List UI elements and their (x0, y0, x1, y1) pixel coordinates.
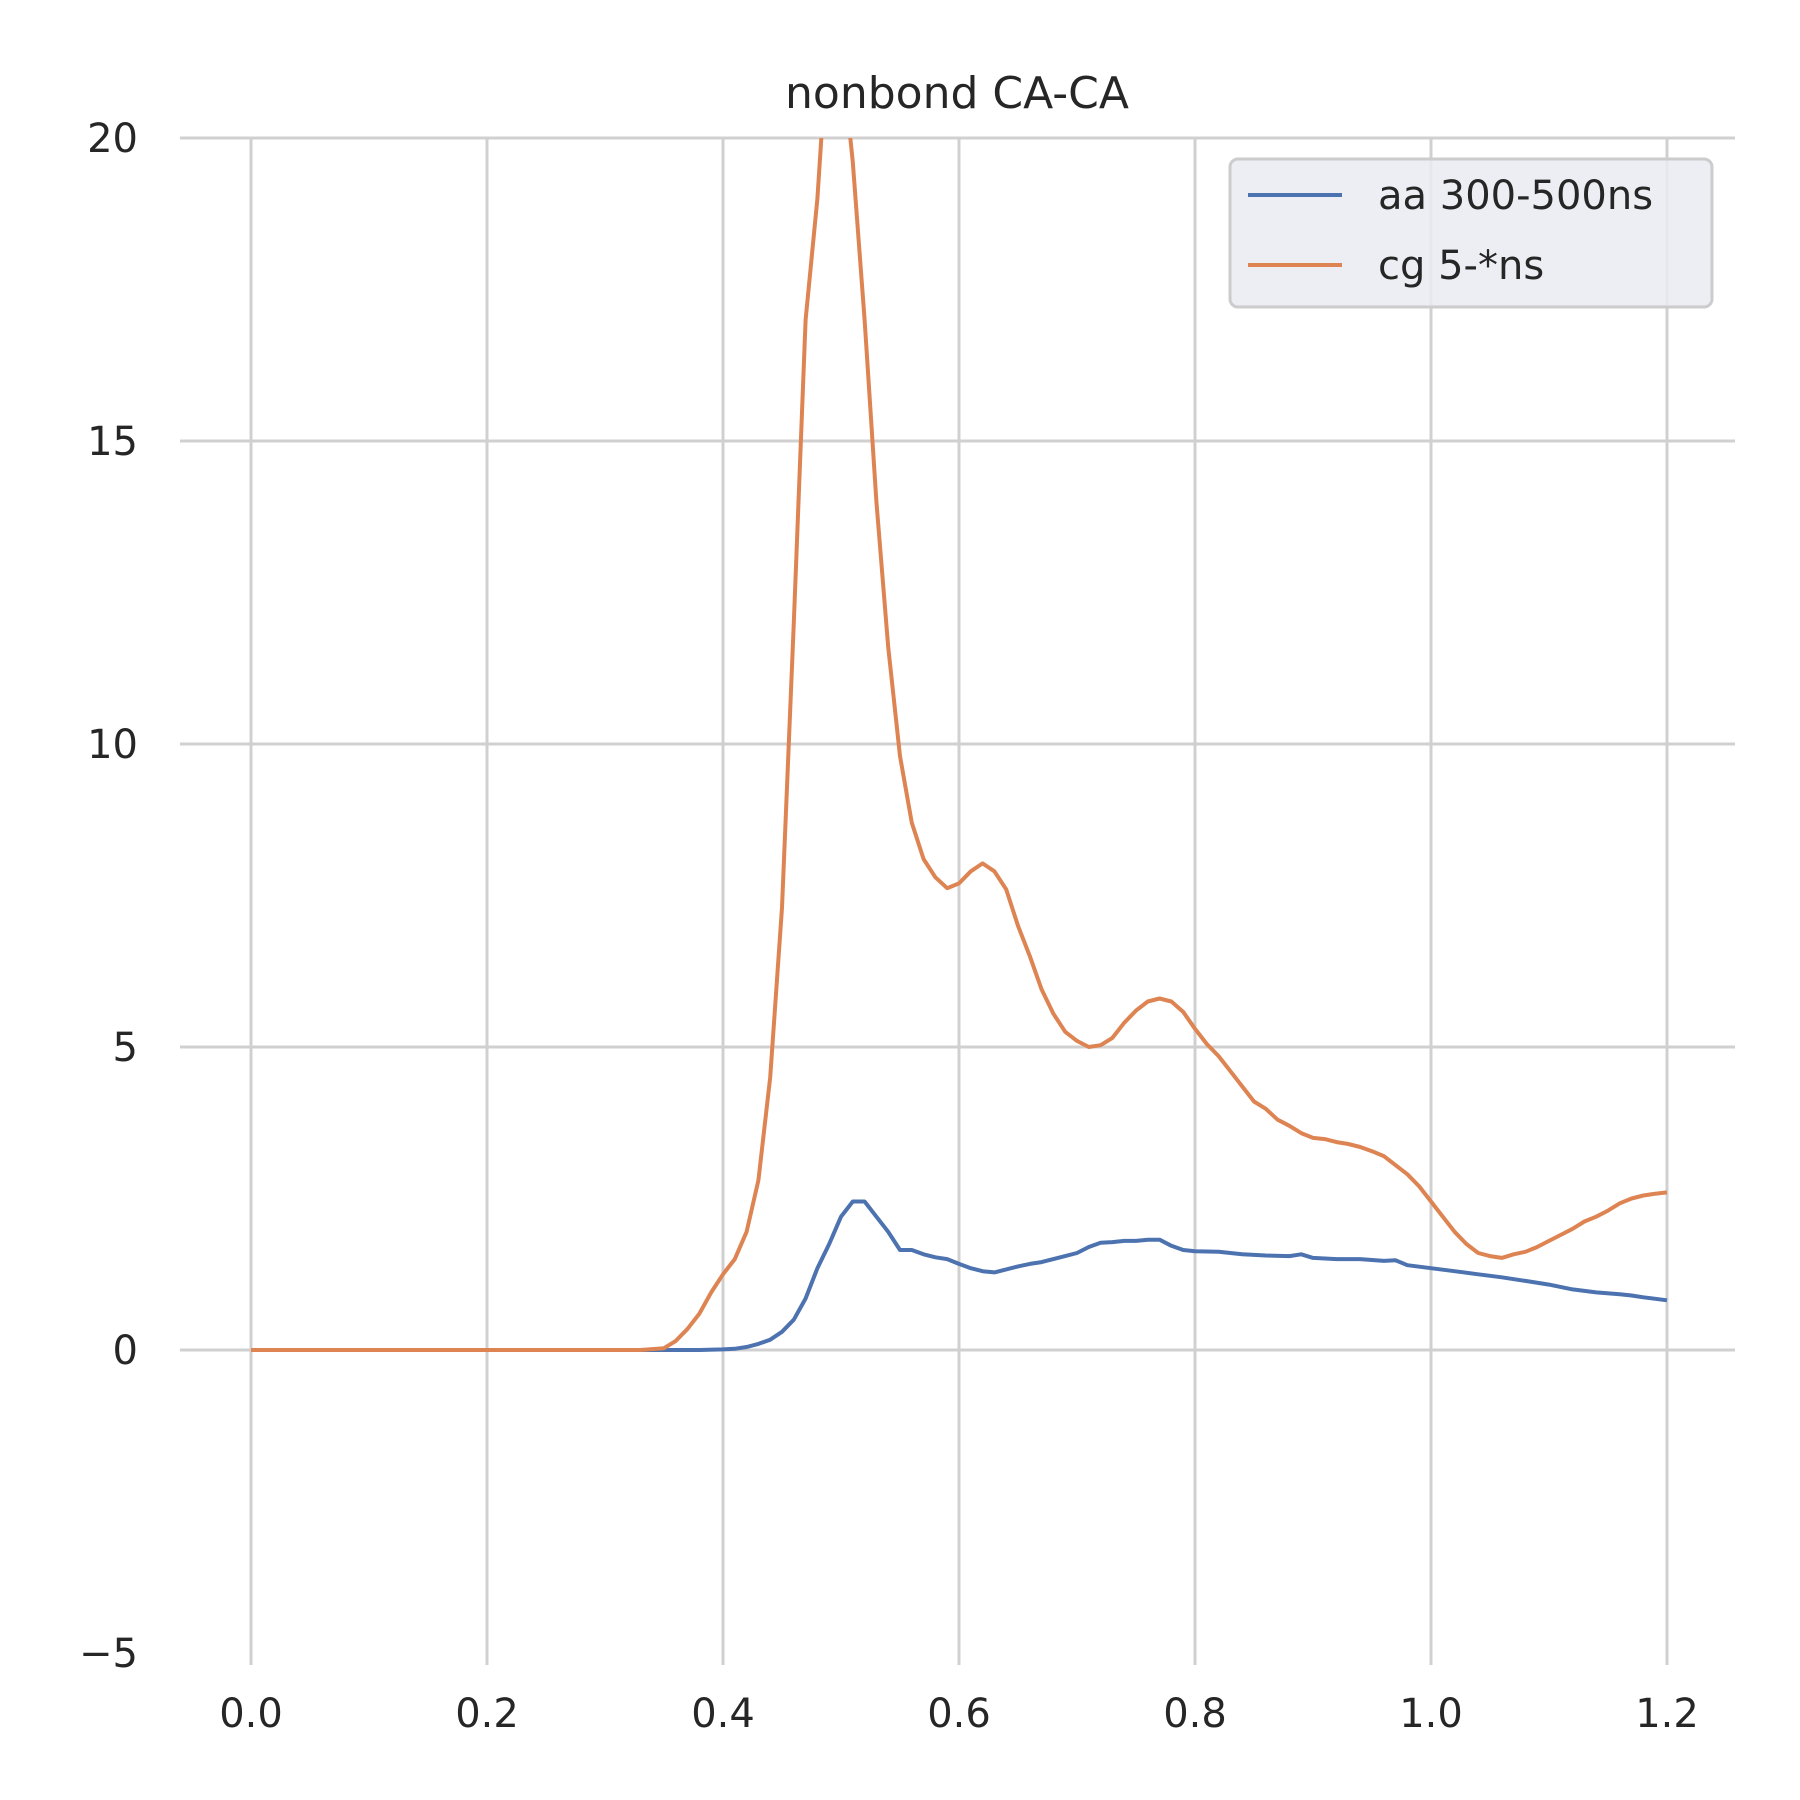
chart-title: nonbond CA-CA (785, 68, 1129, 119)
x-tick-label: 1.0 (1399, 1691, 1463, 1737)
y-tick-label: 0 (113, 1328, 138, 1374)
legend-box (1228, 157, 1714, 309)
y-tick-label: 5 (113, 1025, 138, 1071)
x-tick-label: 0.6 (927, 1691, 991, 1737)
tick-labels: 0.0 0.2 0.4 0.6 0.8 1.0 1.2 −5 0 5 10 15 20 (79, 116, 1699, 1737)
y-tick-label: 20 (87, 116, 138, 162)
plot-area (251, 138, 1668, 1352)
y-tick-label: 15 (87, 419, 138, 465)
x-tick-label: 0.0 (219, 1691, 283, 1737)
y-tick-label: −5 (79, 1631, 138, 1677)
x-tick-label: 1.2 (1635, 1691, 1699, 1737)
legend: aa 300-500ns cg 5-*ns (1228, 157, 1714, 309)
y-tick-label: 10 (87, 722, 138, 768)
series-line-cg (251, 138, 1668, 1352)
legend-label-cg: cg 5-*ns (1378, 243, 1544, 289)
x-tick-label: 0.4 (691, 1691, 755, 1737)
series-line-aa (251, 1199, 1668, 1352)
x-tick-label: 0.8 (1163, 1691, 1227, 1737)
legend-label-aa: aa 300-500ns (1378, 173, 1653, 219)
x-tick-label: 0.2 (455, 1691, 519, 1737)
